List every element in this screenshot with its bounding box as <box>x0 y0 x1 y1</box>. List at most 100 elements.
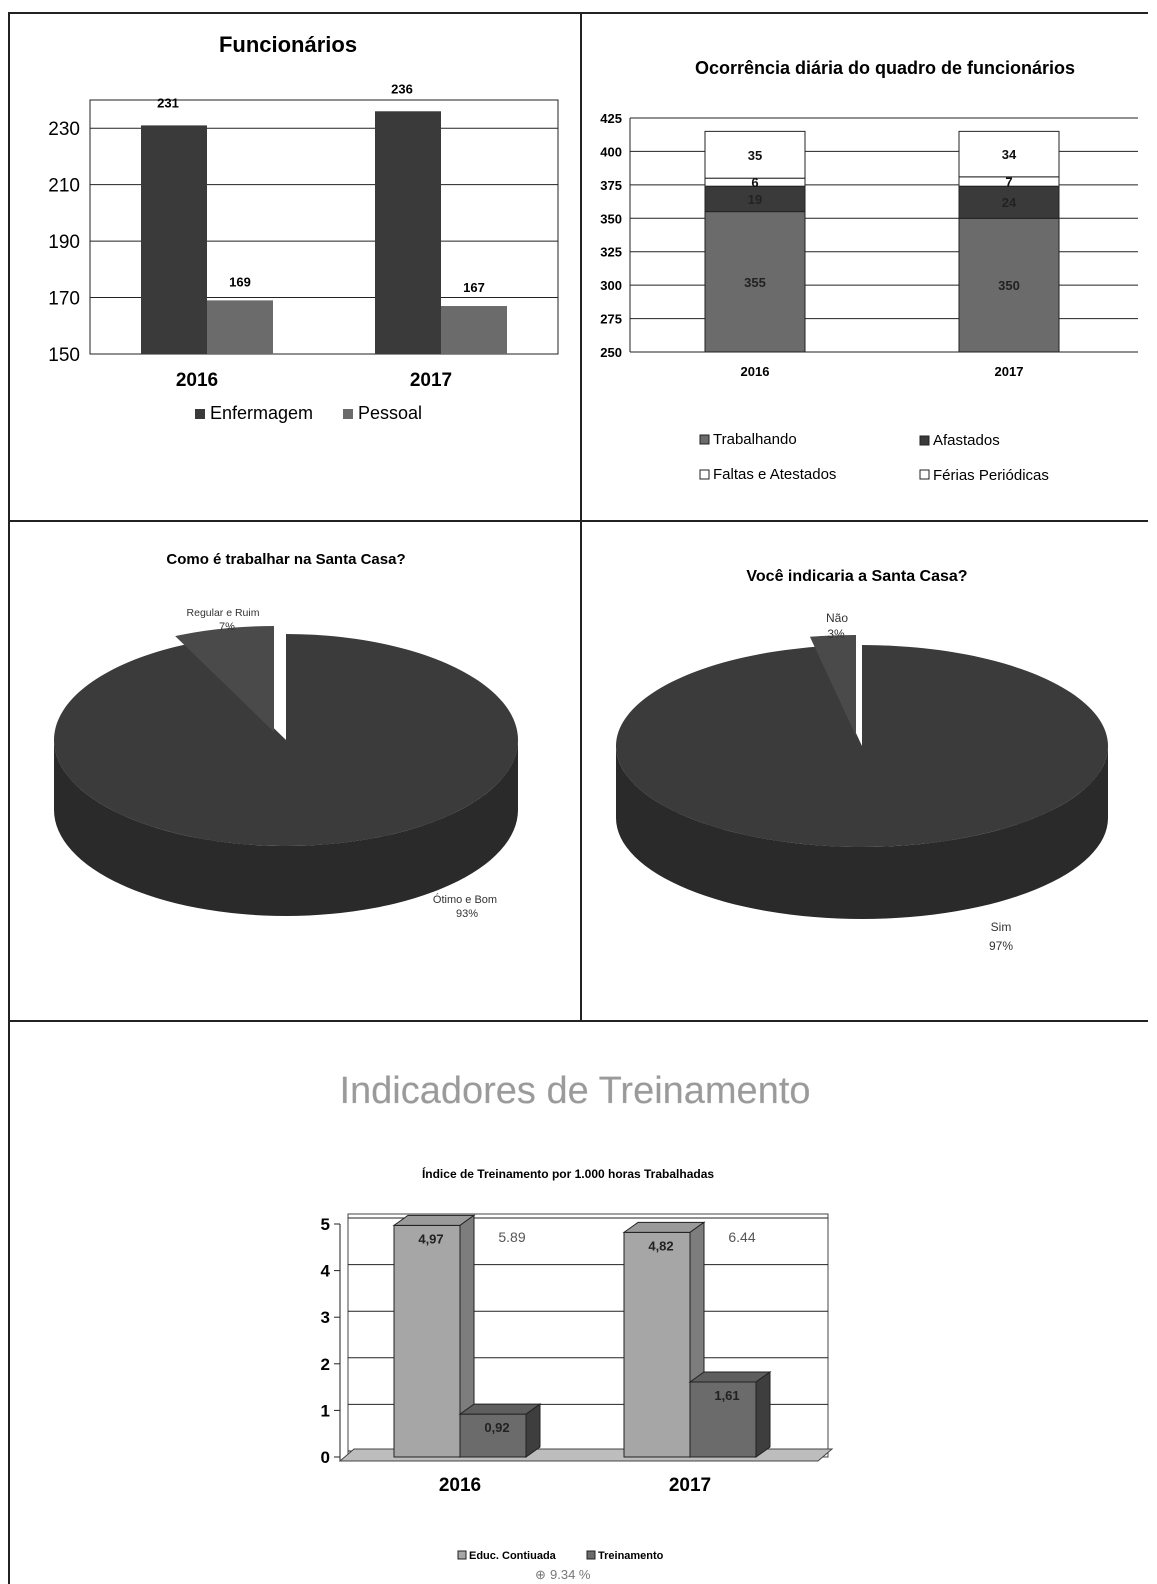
bar-side-1-2016 <box>525 1403 541 1458</box>
bar-segment-3-2016 <box>704 130 806 179</box>
y-tick-label: 4 <box>321 1262 331 1281</box>
pie-trabalhar-chart: Como é trabalhar na Santa Casa? Regular … <box>53 551 518 920</box>
chart-title: Ocorrência diária do quadro de funcionár… <box>695 58 1075 78</box>
y-tick-label: 5 <box>321 1215 330 1234</box>
bar-pessoal-2016 <box>207 300 273 354</box>
data-label: 167 <box>463 280 485 295</box>
legend-label-afastados: Afastados <box>933 432 1000 449</box>
x-tick-label: 2017 <box>410 370 452 391</box>
legend-label-treinamento: Treinamento <box>598 1550 664 1562</box>
y-tick-label: 0 <box>321 1448 330 1467</box>
chart-title: Como é trabalhar na Santa Casa? <box>166 551 405 568</box>
legend-swatch-pessoal <box>343 409 353 419</box>
section-heading: Indicadores de Treinamento <box>339 1070 810 1112</box>
slice-label-regular-ruim: Regular e Ruim <box>187 607 260 619</box>
chart-title: Você indicaria a Santa Casa? <box>746 568 967 585</box>
ocorrencia-chart: Ocorrência diária do quadro de funcionár… <box>600 58 1138 484</box>
y-tick-label: 250 <box>600 345 622 360</box>
y-tick-label: 2 <box>321 1355 330 1374</box>
y-tick-label: 170 <box>48 289 80 310</box>
x-tick-label: 2016 <box>439 1475 481 1496</box>
data-label: 19 <box>748 192 762 207</box>
y-tick-label: 400 <box>600 144 622 159</box>
bar-segment-0-2017 <box>958 217 1060 353</box>
data-label: 236 <box>391 81 413 96</box>
data-label: 350 <box>998 278 1020 293</box>
data-label: 169 <box>229 274 251 289</box>
y-tick-label: 350 <box>600 211 622 226</box>
chart-title: Índice de Treinamento por 1.000 horas Tr… <box>422 1166 714 1181</box>
data-label: 35 <box>748 148 762 163</box>
y-tick-label: 190 <box>48 232 80 253</box>
pie-depth <box>616 746 1108 919</box>
pie-side-main <box>616 746 1108 919</box>
bar-pessoal-2017 <box>441 306 507 354</box>
frame-divider-2 <box>8 1020 1148 1022</box>
slice-pct-regular-ruim: 7% <box>219 621 235 633</box>
legend-label-pessoal: Pessoal <box>358 403 422 423</box>
slice-label-otimo-bom: Ótimo e Bom <box>433 893 497 906</box>
legend-label-trabalhando: Trabalhando <box>713 431 797 448</box>
legend-swatch-faltas <box>699 469 710 480</box>
bar-0-2017 <box>623 1231 691 1458</box>
pie-indicaria-chart: Você indicaria a Santa Casa? Não 3% Sim … <box>616 568 1109 953</box>
y-tick-label: 325 <box>600 245 622 260</box>
bar-side-1-2017 <box>755 1371 771 1458</box>
legend-swatch-ferias <box>919 469 930 480</box>
y-tick-label: 1 <box>321 1401 330 1420</box>
legend-swatch-treinamento <box>586 1550 596 1560</box>
x-tick-label: 2017 <box>669 1475 711 1496</box>
slice-label-sim: Sim <box>991 920 1012 934</box>
data-label: 4,82 <box>648 1238 673 1253</box>
legend-label-enfermagem: Enfermagem <box>210 403 313 423</box>
bar-enfermagem-2017 <box>375 111 441 355</box>
pie-depth <box>54 740 518 916</box>
legend-swatch-trabalhando <box>699 434 710 445</box>
legend-label-faltas: Faltas e Atestados <box>713 466 836 483</box>
y-tick-label: 375 <box>600 178 622 193</box>
data-label: 7 <box>1005 175 1012 190</box>
data-label: 6 <box>751 175 758 190</box>
data-label: 1,61 <box>714 1388 739 1403</box>
bar-1-2017 <box>689 1381 757 1458</box>
bar-segment-3-2017 <box>958 130 1060 178</box>
total-label: 5.89 <box>498 1229 525 1245</box>
legend-label-educ: Educ. Contiuada <box>469 1550 557 1562</box>
slice-label-nao: Não <box>826 611 848 625</box>
pie-slice-regular-ruim <box>175 626 274 732</box>
slice-pct-otimo-bom: 93% <box>456 908 478 920</box>
legend-swatch-educ <box>457 1550 467 1560</box>
chart-title: Funcionários <box>219 32 357 57</box>
total-label: 6.44 <box>728 1229 755 1245</box>
x-tick-label: 2016 <box>176 370 218 391</box>
frame-middle-vertical <box>580 12 582 1022</box>
y-tick-label: 230 <box>48 119 80 140</box>
bar-0-2016 <box>393 1224 461 1458</box>
data-label: 231 <box>157 95 179 110</box>
funcionarios-chart: Funcionários 231 169 236 167 150 170 190 210 23… <box>48 32 559 423</box>
footnote-total: 9.34 % <box>550 1567 591 1582</box>
x-tick-label: 2017 <box>995 364 1024 379</box>
bar-1-2016 <box>459 1413 527 1458</box>
data-label: 4,97 <box>418 1231 443 1246</box>
y-tick-label: 150 <box>48 345 80 366</box>
frame-top <box>8 12 1148 14</box>
slice-pct-nao: 3% <box>827 627 845 641</box>
y-tick-label: 210 <box>48 176 80 197</box>
pie-slice-otimo-bom <box>53 634 518 846</box>
y-tick-label: 275 <box>600 312 622 327</box>
y-tick-label: 3 <box>321 1308 330 1327</box>
data-label: 24 <box>1002 195 1017 210</box>
data-label: 0,92 <box>484 1420 509 1435</box>
pie-side-main <box>54 740 518 916</box>
treinamento-chart: Indicadores de Treinamento Índice de Tre… <box>321 1070 834 1582</box>
data-label: 355 <box>744 275 766 290</box>
slice-pct-sim: 97% <box>989 939 1013 953</box>
y-tick-label: 425 <box>600 111 622 126</box>
legend-swatch-afastados <box>919 435 930 446</box>
pie-slice-sim <box>616 645 1109 847</box>
legend-label-ferias: Férias Periódicas <box>933 467 1049 484</box>
legend-swatch-enfermagem <box>195 409 205 419</box>
footnote-icon: ⊕ <box>535 1567 546 1582</box>
y-tick-label: 300 <box>600 278 622 293</box>
